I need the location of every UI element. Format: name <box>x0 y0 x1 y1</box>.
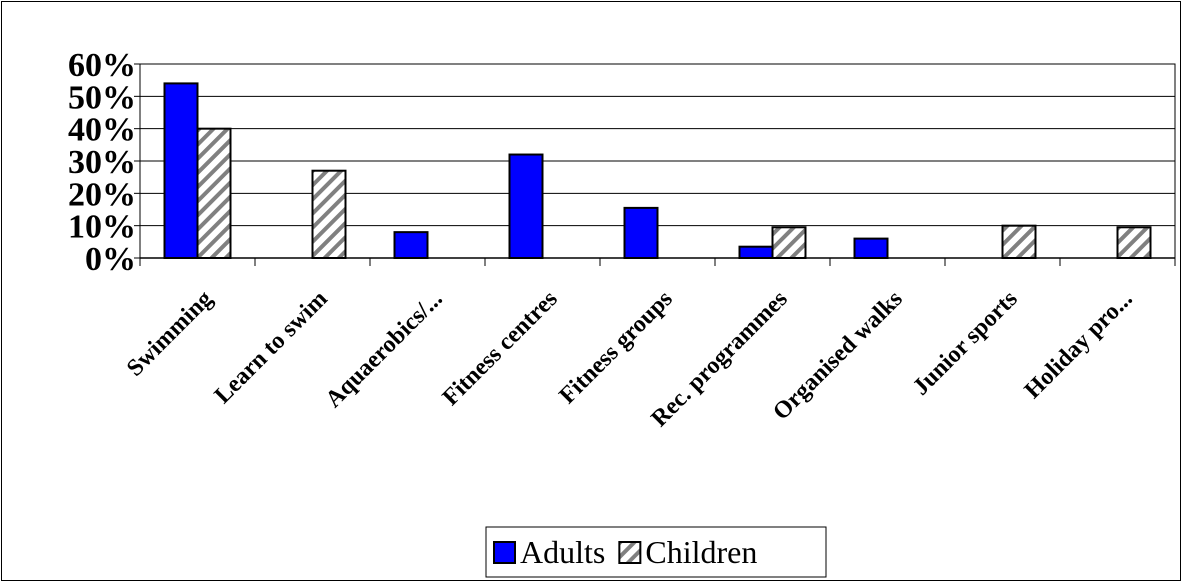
y-tick-label: 30% <box>68 144 136 181</box>
bar-adults <box>853 237 889 260</box>
legend-label-children: Children <box>645 534 757 570</box>
bar-adults <box>393 231 429 259</box>
bar-children <box>1116 226 1152 260</box>
legend-box <box>485 526 827 578</box>
x-tick-label: Holiday pro... <box>1020 286 1138 404</box>
x-tick-label: Fitness groups <box>555 286 678 409</box>
x-tick-label: Aquaerobics/... <box>321 286 448 413</box>
y-tick-label: 0% <box>85 241 136 278</box>
y-tick-label: 20% <box>68 176 136 213</box>
legend: Adults Children <box>485 526 827 578</box>
y-tick-label: 50% <box>68 79 136 116</box>
legend-swatch-adults <box>493 541 516 564</box>
bar-children <box>311 169 347 259</box>
bar-adults <box>508 153 544 260</box>
legend-label-adults: Adults <box>520 534 605 570</box>
x-tick-label: Learn to swim <box>210 286 333 409</box>
x-tick-label: Junior sports <box>908 286 1023 401</box>
y-tick-label: 40% <box>68 112 136 149</box>
legend-swatch-children <box>618 541 642 564</box>
x-tick-label: Swimming <box>122 286 218 382</box>
y-tick-label: 60% <box>68 47 136 84</box>
bar-children <box>771 226 807 260</box>
bar-adults <box>623 206 659 259</box>
bar-children <box>1001 224 1037 260</box>
y-tick-label: 10% <box>68 209 136 246</box>
bar-adults <box>738 245 774 260</box>
x-tick-label: Fitness centres <box>438 286 563 411</box>
bar-adults <box>163 82 199 260</box>
bar-children <box>196 127 232 259</box>
